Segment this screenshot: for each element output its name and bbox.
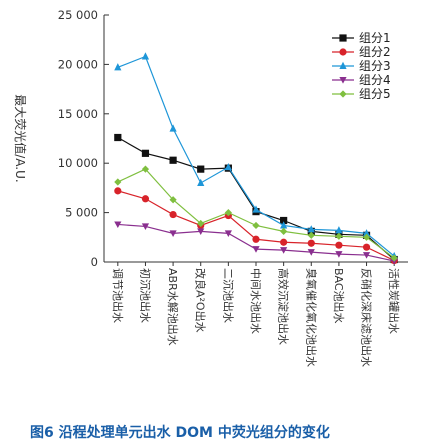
- y-tick-label: 10 000: [58, 156, 98, 170]
- legend-item: 组分1: [332, 31, 391, 45]
- data-point: [141, 149, 150, 157]
- data-point: [280, 216, 288, 225]
- legend-item: 组分2: [332, 45, 391, 59]
- data-point: [224, 230, 232, 237]
- x-tick-label: BAC池出水: [332, 268, 346, 324]
- data-point: [335, 226, 343, 234]
- data-point: [252, 246, 260, 253]
- data-point: [335, 232, 343, 240]
- x-tick-label: 调节池出水: [111, 268, 125, 323]
- data-point: [224, 209, 232, 217]
- y-axis: 0 5 000 10 000 15 000 20 000 25 000: [58, 8, 109, 269]
- data-point: [169, 156, 177, 164]
- data-point: [197, 165, 205, 173]
- data-point: [252, 235, 260, 243]
- series-5: [114, 165, 398, 262]
- x-tick-label: 活性炭罐出水: [387, 268, 401, 334]
- x-tick-label: 二沉池出水: [221, 268, 235, 323]
- x-tick-label: ABR水解池出水: [166, 268, 180, 346]
- legend-marker: [339, 90, 347, 98]
- x-tick-label: 改良A²O出水: [194, 268, 208, 333]
- data-point: [114, 63, 122, 71]
- x-tick-label: 反硝化深床滤池出水: [360, 268, 374, 367]
- data-point: [362, 233, 371, 241]
- x-tick-label: 中间水池出水: [249, 268, 263, 334]
- data-point: [307, 239, 315, 247]
- data-point: [197, 228, 205, 235]
- data-point: [141, 52, 150, 60]
- data-point: [280, 238, 288, 246]
- data-point: [280, 227, 288, 235]
- data-point: [141, 165, 150, 173]
- legend-marker: [339, 77, 347, 84]
- data-point: [362, 252, 371, 259]
- data-point: [114, 187, 122, 195]
- legend-label: 组分1: [359, 31, 391, 45]
- data-point: [169, 210, 177, 219]
- data-point: [307, 231, 315, 239]
- legend-marker: [339, 48, 347, 56]
- data-point: [197, 219, 205, 228]
- data-point: [252, 205, 260, 213]
- y-tick-label: 5 000: [65, 206, 98, 220]
- legend-label: 组分3: [359, 59, 391, 73]
- data-point: [169, 124, 177, 132]
- y-axis-label: 最大荧光值/A.U.: [13, 94, 28, 182]
- legend-marker: [339, 61, 347, 69]
- legend-item: 组分3: [332, 59, 391, 73]
- data-point: [114, 133, 122, 142]
- x-axis: 调节池出水 初沉池出水 ABR水解池出水 改良A²O出水 二沉池出水 中间水池出水 高效沉淀…: [104, 261, 408, 367]
- data-point: [362, 229, 371, 237]
- data-point: [197, 178, 205, 186]
- data-point: [362, 243, 371, 251]
- legend-label: 组分2: [359, 45, 391, 59]
- figure-caption: 图6 沿程处理单元出水 DOM 中荧光组分的变化: [30, 424, 330, 441]
- data-point: [252, 221, 260, 230]
- x-tick-label: 初沉池出水: [138, 268, 152, 323]
- data-point: [169, 230, 177, 237]
- x-tick-label: 高效沉淀池出水: [277, 268, 291, 345]
- legend-label: 组分5: [359, 87, 391, 101]
- series-1: [114, 133, 398, 264]
- y-tick-label: 25 000: [58, 8, 98, 22]
- data-point: [141, 223, 150, 231]
- data-point: [224, 162, 232, 171]
- x-tick-label: 臭氧催化氧化池出水: [304, 268, 318, 367]
- y-tick-label: 15 000: [58, 107, 98, 121]
- data-point: [114, 221, 122, 229]
- data-point: [390, 254, 398, 262]
- legend-item: 组分4: [332, 73, 391, 87]
- data-point: [307, 225, 315, 233]
- legend-item: 组分5: [332, 87, 391, 101]
- data-point: [114, 178, 122, 186]
- series-layer: [114, 52, 398, 265]
- y-tick-label: 20 000: [58, 57, 98, 71]
- legend-label: 组分4: [359, 73, 391, 87]
- legend-marker: [339, 34, 347, 42]
- y-tick-label: 0: [91, 255, 98, 269]
- data-point: [169, 196, 177, 204]
- data-point: [307, 249, 315, 256]
- data-point: [335, 251, 343, 258]
- data-point: [280, 247, 288, 254]
- data-point: [335, 241, 343, 249]
- series-3: [114, 52, 398, 260]
- data-point: [280, 221, 288, 229]
- data-point: [141, 195, 150, 203]
